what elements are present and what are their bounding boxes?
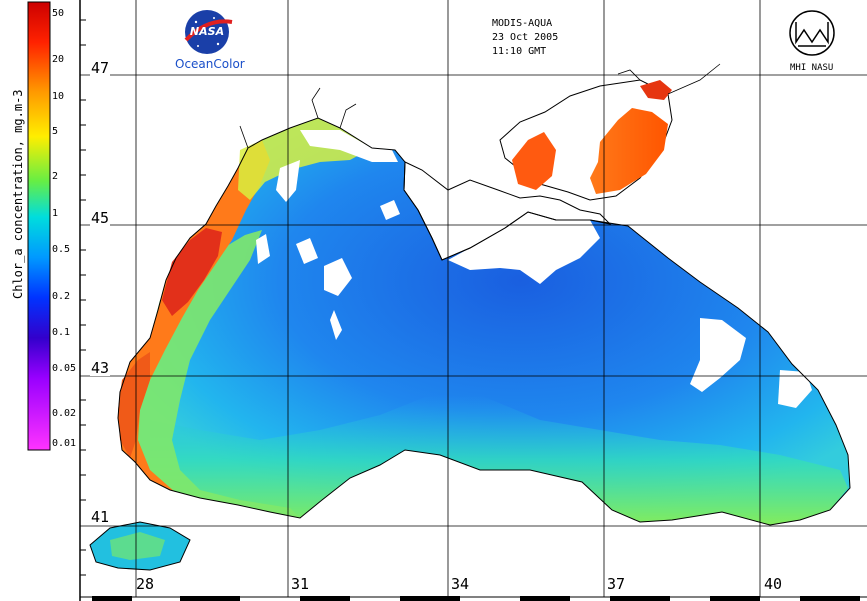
time-label: 11:10 GMT	[492, 46, 547, 57]
longitude-label: 40	[764, 575, 783, 593]
bottom-scale	[80, 596, 867, 601]
western-coastal-high-chl	[118, 140, 270, 492]
latitude-label: 45	[90, 209, 111, 227]
bulgarian-coast-band	[118, 352, 150, 458]
colorbar-tick: 20	[52, 54, 65, 65]
rivers	[239, 63, 721, 149]
colorbar-tick: 10	[52, 91, 65, 102]
latitude-label: 41	[90, 508, 111, 526]
azov-high-chl-east	[590, 108, 668, 194]
colorbar-tick: 0.05	[52, 363, 77, 374]
colorbar-tick: 0.02	[52, 408, 77, 419]
nasa-wordmark: NASA	[189, 25, 225, 38]
longitude-label: 31	[291, 575, 310, 593]
mhi-logo	[789, 10, 835, 56]
danube-plume	[162, 228, 222, 316]
colorbar-tick: 0.1	[52, 327, 71, 338]
mhi-wordmark: MHI NASU	[790, 63, 834, 73]
southern-shelf-band	[150, 395, 848, 525]
azov-high-chl-west	[512, 132, 556, 190]
colorbar	[27, 1, 51, 451]
date-label: 23 Oct 2005	[492, 32, 559, 43]
black-sea-coastline	[117, 117, 851, 526]
colorbar-tick: 1	[52, 208, 59, 219]
lat-lon-grid	[80, 0, 867, 597]
sensor-label: MODIS-AQUA	[492, 18, 553, 29]
latitude-label: 43	[90, 359, 111, 377]
colorbar-title: Chlor_a concentration, mg.m-3	[11, 89, 25, 299]
longitude-label: 28	[136, 575, 155, 593]
longitude-label: 37	[607, 575, 626, 593]
colorbar-tick: 5	[52, 126, 59, 137]
colorbar-tick: 0.5	[52, 244, 71, 255]
latitude-label: 47	[90, 59, 111, 77]
marmara-green	[110, 532, 165, 560]
nasa-logo	[184, 10, 233, 54]
colorbar-tick: 0.01	[52, 438, 77, 449]
oceancolor-wordmark: OceanColor	[175, 57, 245, 71]
colorbar-tick: 0.2	[52, 291, 71, 302]
colorbar-tick: 2	[52, 171, 59, 182]
taganrog-bay	[640, 80, 672, 100]
colorbar-tick: 50	[52, 8, 65, 19]
black-sea	[118, 118, 850, 525]
frame-left-ticks	[80, 19, 86, 576]
longitude-label: 34	[451, 575, 470, 593]
